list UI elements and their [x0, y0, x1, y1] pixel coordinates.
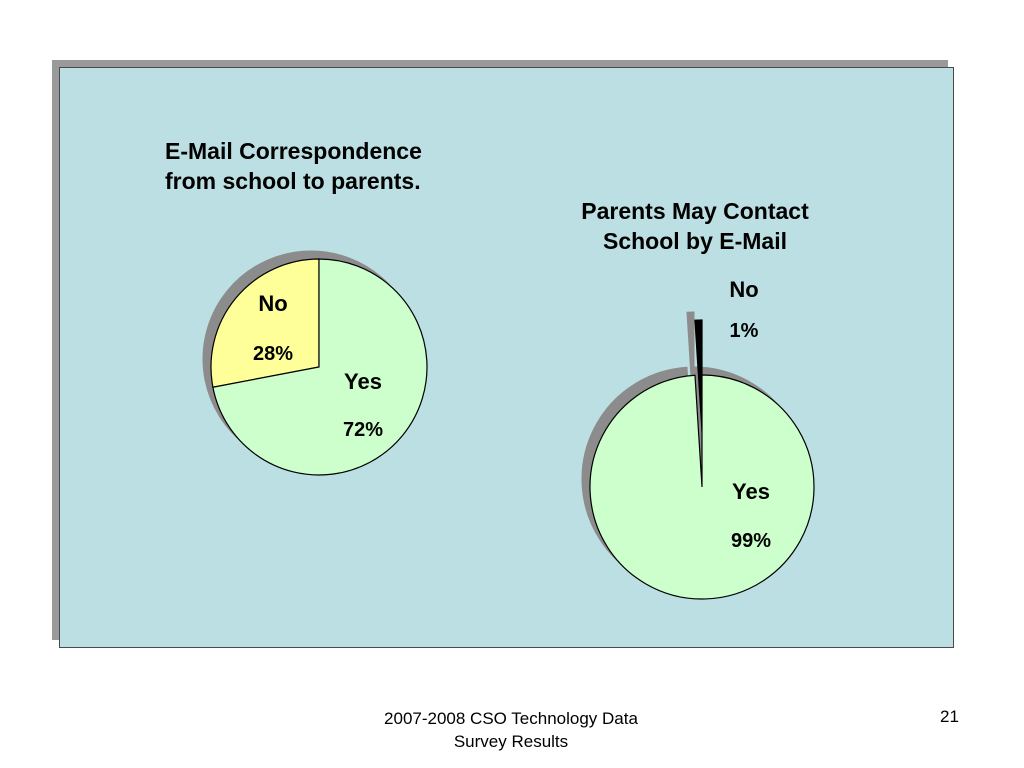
- chart2-label-no: No: [729, 277, 758, 302]
- chart1-slice-yes: [212, 258, 428, 476]
- slide-number: 21: [940, 707, 959, 726]
- chart2-title-line2: School by E-Mail: [602, 228, 788, 254]
- chart1-slice-no: [210, 258, 320, 388]
- chart1-value-no: 28%: [253, 343, 293, 365]
- chart2-label-yes: Yes: [732, 479, 770, 504]
- chart1-title-line2: from school to parents.: [165, 168, 421, 194]
- footer-line2: Survey Results: [453, 732, 569, 751]
- footer-line1: 2007-2008 CSO Technology Data: [384, 709, 638, 728]
- chart1-title: E-Mail Correspondence from school to par…: [165, 136, 422, 196]
- chart1-value-yes: 72%: [343, 419, 383, 441]
- chart2-title: Parents May Contact School by E-Mail: [545, 196, 845, 256]
- chart1-label-no: No: [258, 291, 287, 316]
- chart1-label-yes: Yes: [344, 369, 382, 394]
- chart2-value-no: 1%: [730, 320, 759, 342]
- chart2-slice-no: [694, 319, 703, 433]
- chart2-value-yes: 99%: [731, 530, 771, 552]
- footer-text: 2007-2008 CSO Technology Data Survey Res…: [340, 707, 682, 753]
- chart2-title-line1: Parents May Contact: [581, 198, 809, 224]
- chart1-title-line1: E-Mail Correspondence: [165, 138, 422, 164]
- chart2-slice-yes: [589, 374, 815, 600]
